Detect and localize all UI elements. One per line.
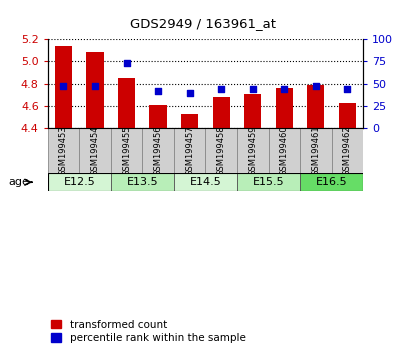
Point <box>344 86 351 92</box>
Bar <box>332 129 363 173</box>
Point <box>312 84 319 89</box>
Bar <box>269 129 300 173</box>
Bar <box>181 114 198 129</box>
Bar <box>237 173 300 191</box>
Text: E13.5: E13.5 <box>127 177 158 187</box>
Text: E15.5: E15.5 <box>253 177 284 187</box>
Text: age: age <box>8 177 29 187</box>
Text: GSM199459: GSM199459 <box>248 126 257 176</box>
Bar <box>237 129 269 173</box>
Text: GSM199454: GSM199454 <box>90 126 100 176</box>
Bar <box>205 129 237 173</box>
Bar <box>212 97 230 129</box>
Point <box>249 86 256 92</box>
Bar <box>111 129 142 173</box>
Bar <box>300 129 332 173</box>
Text: GSM199457: GSM199457 <box>185 126 194 176</box>
Text: E16.5: E16.5 <box>316 177 347 187</box>
Text: E12.5: E12.5 <box>63 177 95 187</box>
Bar <box>149 105 167 129</box>
Bar <box>55 46 72 129</box>
Text: E14.5: E14.5 <box>190 177 221 187</box>
Point <box>281 86 288 92</box>
Point <box>92 84 98 89</box>
Point <box>60 84 67 89</box>
Bar <box>111 173 174 191</box>
Bar <box>142 129 174 173</box>
Bar <box>174 129 205 173</box>
Text: GSM199461: GSM199461 <box>311 126 320 176</box>
Bar <box>339 103 356 129</box>
Bar <box>86 52 104 129</box>
Text: GSM199458: GSM199458 <box>217 126 226 176</box>
Point <box>218 86 225 92</box>
Text: GSM199462: GSM199462 <box>343 126 352 176</box>
Text: GDS2949 / 163961_at: GDS2949 / 163961_at <box>130 17 276 30</box>
Point <box>155 88 161 94</box>
Text: GSM199456: GSM199456 <box>154 126 163 176</box>
Bar <box>118 78 135 129</box>
Bar <box>48 129 79 173</box>
Bar <box>307 85 325 129</box>
Bar <box>48 173 111 191</box>
Text: GSM199455: GSM199455 <box>122 126 131 176</box>
Point <box>186 90 193 96</box>
Bar <box>276 88 293 129</box>
Text: GSM199460: GSM199460 <box>280 126 289 176</box>
Bar <box>244 94 261 129</box>
Point <box>123 60 130 66</box>
Bar <box>174 173 237 191</box>
Bar <box>79 129 111 173</box>
Text: GSM199453: GSM199453 <box>59 126 68 176</box>
Bar <box>300 173 363 191</box>
Legend: transformed count, percentile rank within the sample: transformed count, percentile rank withi… <box>47 315 250 347</box>
